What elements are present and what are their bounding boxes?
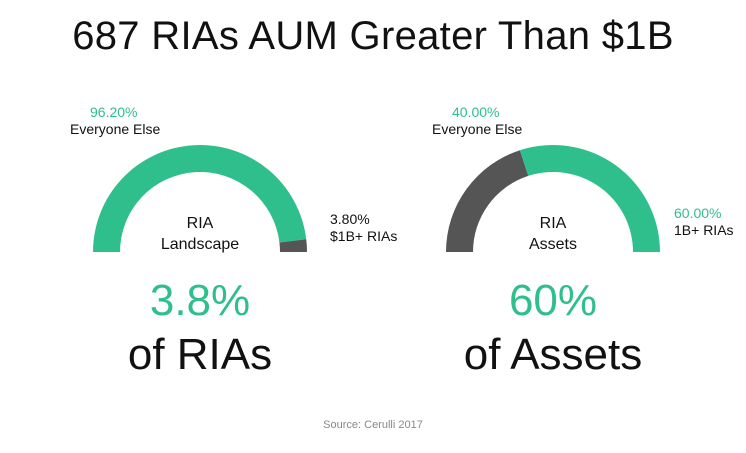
- gauge2-left-pct: 40.00%: [452, 104, 500, 120]
- gauge1-center-line1: RIA: [186, 215, 214, 232]
- gauge-ria-assets: [446, 145, 660, 252]
- gauge2-right-pct: 60.00%: [674, 205, 722, 221]
- headline2-value: 60%: [508, 276, 598, 325]
- headline1-value: 3.8%: [149, 276, 251, 325]
- gauge1-left-name: Everyone Else: [70, 121, 161, 137]
- gauge1-right-name: $1B+ RIAs: [330, 228, 398, 244]
- gauge1-slice-2: [279, 239, 307, 252]
- gauge2-slice-1: [446, 150, 529, 252]
- gauge2-center-label: RIA Assets: [503, 213, 603, 255]
- gauge1-right-pct: 3.80%: [330, 211, 370, 227]
- gauge2-slice-2: [519, 145, 660, 252]
- gauge2-right-label: 60.00% 1B+ RIAs: [674, 205, 734, 239]
- gauge1-center-label: RIA Landscape: [150, 213, 250, 255]
- source-note: Source: Cerulli 2017: [323, 419, 423, 431]
- gauge2-left-label: 40.00% Everyone Else: [432, 104, 522, 138]
- headline2-text: of Assets: [463, 330, 643, 379]
- gauge1-center-line2: Landscape: [160, 236, 240, 253]
- gauge2-center-line1: RIA: [539, 215, 567, 232]
- gauge1-right-label: 3.80% $1B+ RIAs: [330, 211, 397, 245]
- gauge2-left-name: Everyone Else: [432, 121, 523, 137]
- gauge2-right-name: 1B+ RIAs: [674, 222, 734, 238]
- gauge-ria-landscape: [93, 145, 307, 252]
- gauge1-slice-1: [93, 145, 307, 252]
- gauge1-left-pct: 96.20%: [90, 104, 138, 120]
- headline1-text: of RIAs: [127, 330, 273, 379]
- gauge1-left-label: 96.20% Everyone Else: [70, 104, 160, 138]
- gauge2-center-line2: Assets: [528, 236, 577, 253]
- chart-title: 687 RIAs AUM Greater Than $1B: [72, 14, 674, 58]
